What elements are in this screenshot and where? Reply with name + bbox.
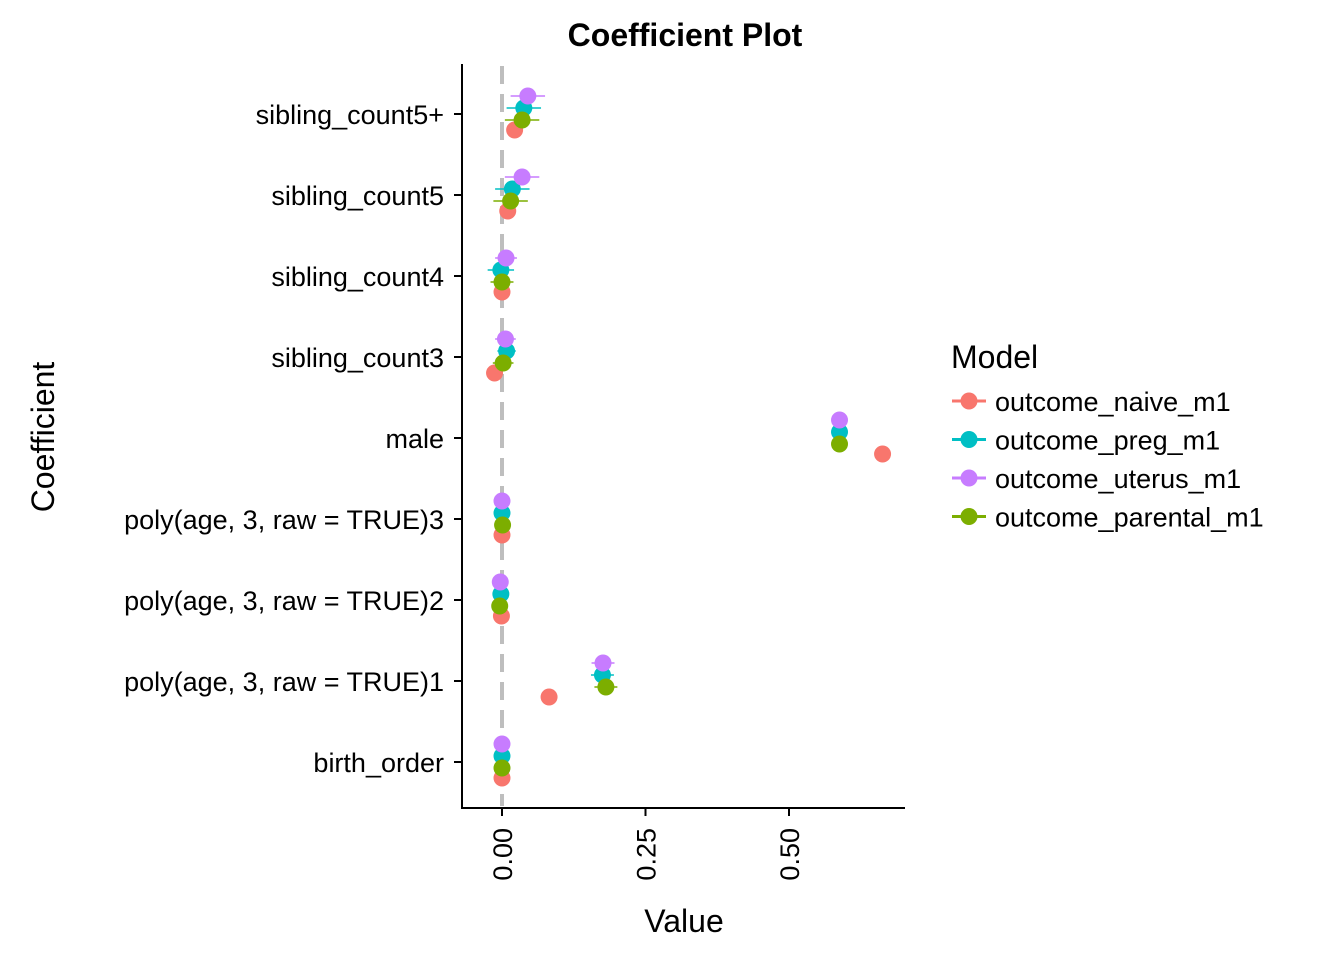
y-tick-label: poly(age, 3, raw = TRUE)3 bbox=[124, 505, 444, 535]
data-point bbox=[831, 411, 849, 429]
y-tick-label: birth_order bbox=[313, 748, 444, 778]
x-tick-label: 0.00 bbox=[488, 828, 518, 881]
legend-item: outcome_preg_m1 bbox=[952, 426, 1220, 456]
legend-key-dot bbox=[960, 508, 978, 525]
legend: Model outcome_naive_m1outcome_preg_m1out… bbox=[951, 339, 1264, 533]
data-point bbox=[519, 87, 537, 105]
data-point bbox=[493, 735, 511, 753]
data-point bbox=[494, 516, 512, 534]
series-outcome_naive_m1 bbox=[486, 121, 892, 787]
y-tick-label: male bbox=[385, 424, 444, 454]
legend-label: outcome_parental_m1 bbox=[995, 503, 1264, 533]
data-point bbox=[597, 678, 615, 696]
legend-title: Model bbox=[951, 339, 1038, 375]
legend-item: outcome_uterus_m1 bbox=[952, 464, 1241, 494]
x-tick-label: 0.50 bbox=[775, 828, 805, 881]
legend-label: outcome_naive_m1 bbox=[995, 387, 1231, 417]
legend-item: outcome_parental_m1 bbox=[952, 503, 1264, 533]
y-tick-label: poly(age, 3, raw = TRUE)2 bbox=[124, 586, 444, 616]
legend-items: outcome_naive_m1 outcome_preg_m1 outcome_u… bbox=[952, 387, 1264, 533]
series-outcome_parental_m1 bbox=[490, 111, 849, 777]
y-axis-title: Coefficient bbox=[25, 362, 61, 513]
y-tick-label: sibling_count4 bbox=[271, 262, 444, 292]
data-point bbox=[491, 597, 509, 615]
points-layer bbox=[486, 87, 892, 787]
data-point bbox=[540, 688, 558, 706]
data-point bbox=[493, 273, 511, 291]
legend-key-dot bbox=[960, 431, 978, 448]
series-outcome_uterus_m1 bbox=[491, 87, 849, 753]
data-point bbox=[493, 759, 511, 777]
x-axis-title: Value bbox=[644, 903, 723, 939]
chart-title: Coefficient Plot bbox=[568, 17, 803, 53]
data-point bbox=[493, 747, 511, 765]
y-tick-label: sibling_count5 bbox=[271, 181, 444, 211]
legend-label: outcome_preg_m1 bbox=[995, 426, 1220, 456]
series-outcome_preg_m1 bbox=[487, 99, 849, 765]
data-point bbox=[513, 168, 531, 186]
legend-item: outcome_naive_m1 bbox=[952, 387, 1231, 417]
x-axis-ticks: 0.00 0.25 0.50 bbox=[488, 808, 805, 881]
y-tick-label: sibling_count3 bbox=[271, 343, 444, 373]
data-point bbox=[831, 435, 849, 453]
data-point bbox=[497, 249, 515, 267]
plot-area: birth_order poly(age, 3, raw = TRUE)1 poly… bbox=[124, 64, 905, 881]
data-point bbox=[874, 445, 892, 463]
data-point bbox=[493, 504, 511, 522]
legend-key-dot bbox=[960, 392, 978, 410]
data-point bbox=[831, 423, 849, 441]
data-point bbox=[513, 111, 531, 129]
y-tick-label: poly(age, 3, raw = TRUE)1 bbox=[124, 667, 444, 697]
data-point bbox=[491, 573, 509, 591]
data-point bbox=[594, 654, 612, 672]
data-point bbox=[493, 492, 511, 510]
data-point bbox=[496, 330, 514, 348]
y-tick-label: sibling_count5+ bbox=[256, 100, 444, 130]
y-axis-ticks: birth_order poly(age, 3, raw = TRUE)1 poly… bbox=[124, 100, 462, 778]
legend-label: outcome_uterus_m1 bbox=[995, 464, 1241, 494]
data-point bbox=[494, 354, 512, 372]
legend-key-dot bbox=[960, 469, 978, 487]
x-tick-label: 0.25 bbox=[632, 828, 662, 881]
data-point bbox=[502, 192, 520, 210]
